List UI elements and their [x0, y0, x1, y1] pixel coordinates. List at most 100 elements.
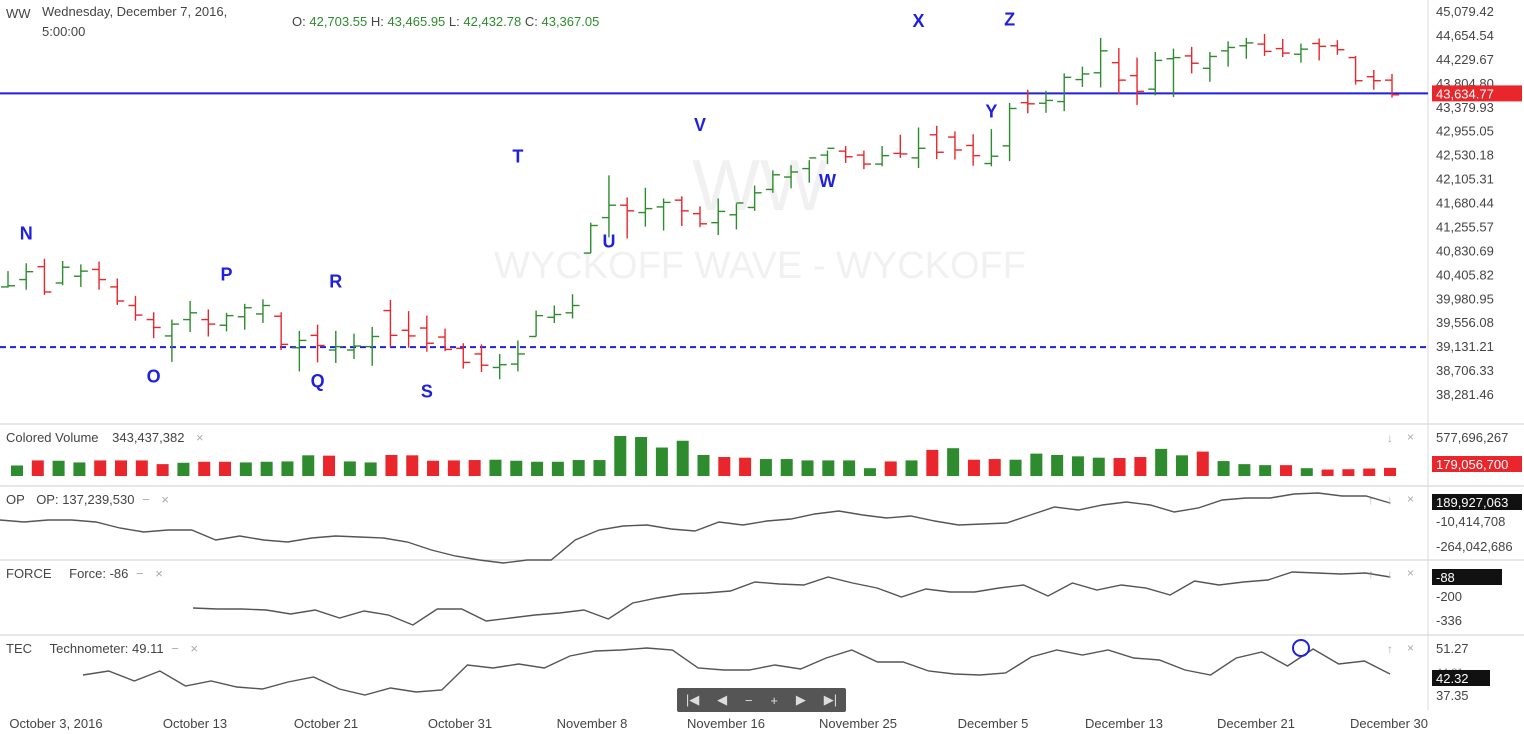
ohlc-bar	[255, 299, 270, 323]
ohlc-readout: O: 42,703.55 H: 43,465.95 L: 42,432.78 C…	[292, 14, 599, 29]
wave-label: W	[819, 171, 836, 191]
wave-label: T	[512, 146, 523, 166]
ohlc-bar	[529, 310, 544, 338]
high-value: 43,465.95	[387, 14, 446, 29]
op-move-down-icon[interactable]: ↓	[1387, 493, 1393, 507]
ohlc-bar	[1148, 51, 1163, 96]
op-move-up-icon[interactable]: ↑	[1368, 493, 1374, 507]
low-label: L:	[448, 14, 460, 29]
ohlc-bar	[1312, 38, 1327, 61]
volume-bar	[967, 459, 980, 476]
volume-bar	[593, 460, 606, 476]
tec-close-icon[interactable]: ×	[1407, 641, 1415, 655]
force-move-down-icon[interactable]: ↓	[1387, 567, 1393, 581]
x-axis-label: October 13	[163, 716, 227, 731]
zoom-in-button[interactable]: +	[770, 692, 779, 708]
price-tick-label: 45,079.42	[1436, 4, 1494, 19]
scroll-first-button[interactable]: |◀	[685, 692, 700, 707]
op-axis-label: -10,414,708	[1436, 514, 1505, 529]
zoom-out-button[interactable]: −	[744, 692, 753, 708]
volume-bar	[1071, 456, 1084, 476]
volume-bar	[1134, 457, 1147, 476]
force-close-icon[interactable]: ×	[1407, 566, 1415, 580]
price-tick-label: 39,131.21	[1436, 339, 1494, 354]
current-price-flag	[1432, 85, 1522, 102]
price-tick-label: 38,281.46	[1436, 387, 1494, 402]
ohlc-bar	[1075, 66, 1090, 87]
volume-bar	[1342, 469, 1355, 476]
volume-bar	[1051, 454, 1064, 476]
force-collapse-icon[interactable]: −	[136, 566, 144, 581]
x-axis-label: December 13	[1085, 716, 1163, 731]
op-close-icon[interactable]: ×	[1407, 492, 1415, 506]
tec-move-up-icon[interactable]: ↑	[1387, 642, 1393, 656]
wave-label: Y	[985, 101, 997, 121]
volume-bar	[1321, 469, 1334, 476]
tec-last-label: 42.32	[1436, 671, 1469, 686]
volume-remove-icon[interactable]: ×	[196, 430, 204, 445]
ohlc-bar	[219, 312, 234, 332]
volume-bar	[739, 457, 752, 476]
volume-bar	[219, 461, 232, 476]
volume-bar	[718, 457, 731, 476]
high-label: H:	[370, 14, 384, 29]
force-remove-icon[interactable]: ×	[155, 566, 163, 581]
ohlc-bar	[365, 326, 380, 366]
volume-bar	[905, 460, 918, 476]
op-last-label: 189,927,063	[1436, 495, 1508, 510]
volume-bar	[884, 461, 897, 476]
volume-bar	[551, 461, 564, 476]
volume-bar	[31, 460, 44, 476]
force-pane-short: FORCE	[6, 566, 52, 581]
ohlc-bar	[1020, 89, 1035, 114]
price-tick-label: 42,955.05	[1436, 124, 1494, 139]
force-move-up-icon[interactable]: ↑	[1368, 567, 1374, 581]
volume-bar	[281, 461, 294, 476]
ohlc-bar	[929, 125, 944, 160]
volume-bar	[156, 464, 169, 476]
volume-bar	[1384, 467, 1396, 476]
op-collapse-icon[interactable]: −	[142, 492, 150, 507]
force-last-flag	[1432, 569, 1502, 585]
price-tick-label: 41,680.44	[1436, 196, 1494, 211]
ohlc-bar	[310, 324, 325, 363]
force-axis-label: -336	[1436, 613, 1462, 628]
volume-bar	[843, 460, 856, 476]
volume-pane-name: Colored Volume	[6, 430, 99, 445]
volume-pane-label: Colored Volume 343,437,382 ×	[6, 430, 204, 445]
volume-bar	[1363, 468, 1376, 476]
volume-bar	[988, 459, 1001, 476]
ohlc-bar	[1184, 46, 1199, 74]
price-tick-label: 43,379.93	[1436, 100, 1494, 115]
ohlc-bar	[1257, 33, 1272, 56]
scroll-next-button[interactable]: ▶	[795, 692, 806, 707]
ohlc-bar	[911, 127, 926, 169]
op-remove-icon[interactable]: ×	[161, 492, 169, 507]
x-axis-label: November 8	[557, 716, 628, 731]
volume-move-down-icon[interactable]: ↓	[1387, 431, 1393, 445]
tec-collapse-icon[interactable]: −	[171, 641, 179, 656]
scroll-prev-button[interactable]: ◀	[717, 692, 728, 707]
ohlc-bar	[765, 170, 780, 193]
volume-bar	[406, 455, 419, 476]
price-tick-label: 44,229.67	[1436, 52, 1494, 67]
op-line	[0, 492, 1391, 564]
ohlc-bar	[656, 198, 671, 231]
ohlc-bar	[401, 311, 416, 348]
force-last-label: -88	[1436, 570, 1455, 585]
ohlc-bar	[92, 261, 107, 290]
scroll-last-button[interactable]: ▶|	[823, 692, 838, 707]
tec-remove-icon[interactable]: ×	[190, 641, 199, 656]
ohlc-bar	[838, 146, 853, 163]
tec-pane-value: Technometer: 49.11	[49, 641, 164, 656]
volume-bar	[822, 460, 835, 476]
ohlc-bar	[1057, 73, 1072, 112]
ohlc-bar	[237, 303, 252, 330]
ohlc-bar	[1111, 48, 1126, 95]
ohlc-bar	[1130, 57, 1145, 105]
volume-pane-value: 343,437,382	[112, 430, 185, 445]
technometer-highlight-circle	[1292, 639, 1310, 657]
low-value: 42,432.78	[463, 14, 522, 29]
volume-close-icon[interactable]: ×	[1407, 430, 1415, 444]
